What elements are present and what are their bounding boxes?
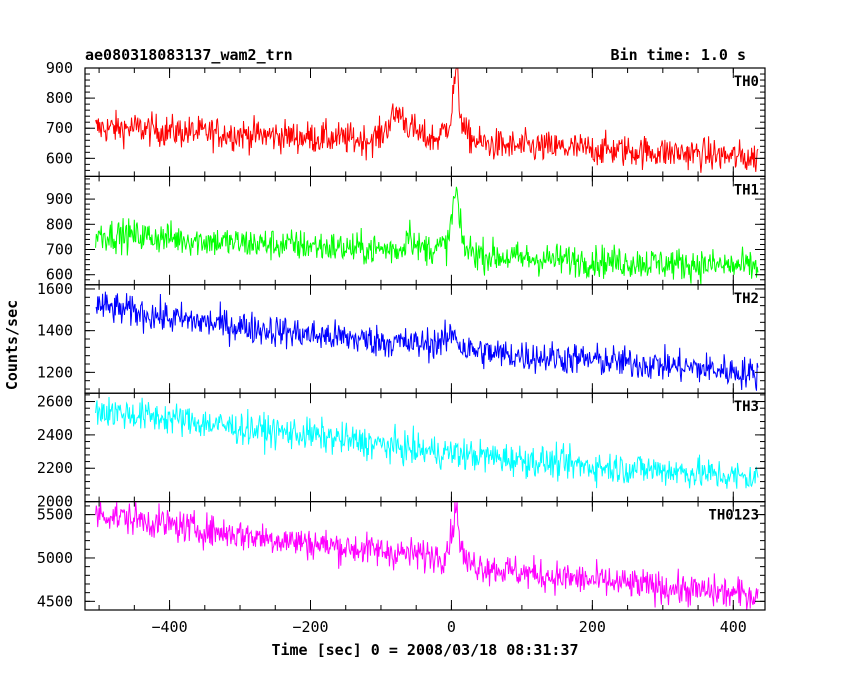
y-tick-label: 1400 <box>37 322 73 340</box>
series-line-th0 <box>95 68 759 173</box>
y-tick-label: 1200 <box>37 363 73 381</box>
series-line-th0123 <box>95 501 759 611</box>
x-tick-label: −200 <box>292 618 328 636</box>
y-tick-label: 1600 <box>37 280 73 298</box>
series-label-th0: TH0 <box>734 74 759 90</box>
x-tick-label: 0 <box>447 618 456 636</box>
x-tick-label: 200 <box>579 618 606 636</box>
y-tick-label: 700 <box>46 241 73 259</box>
chart-title: ae080318083137_wam2_trn <box>85 46 293 64</box>
x-tick-label: −400 <box>151 618 187 636</box>
y-tick-label: 900 <box>46 59 73 77</box>
series-label-th2: TH2 <box>734 291 759 307</box>
panel-th0: 600 700 800 900 TH0 <box>46 59 766 178</box>
y-tick-label: 700 <box>46 119 73 137</box>
panel-th0123: 4500 5000 5500 TH0123 <box>37 501 766 611</box>
y-tick-label: 5500 <box>37 506 73 524</box>
panel-frame <box>84 392 766 503</box>
y-tick-label: 2200 <box>37 459 73 477</box>
panel-th3: 2000 2200 2400 2600 TH3 <box>37 392 766 511</box>
y-tick-label: 600 <box>46 266 73 284</box>
series-line-th2 <box>95 291 759 391</box>
x-axis: −400 −200 0 200 400 <box>151 618 746 636</box>
series-label-th3: TH3 <box>734 399 759 415</box>
x-tick-label: 400 <box>720 618 747 636</box>
y-tick-label: 900 <box>46 190 73 208</box>
y-tick-label: 4500 <box>37 592 73 610</box>
panel-frame <box>84 501 766 611</box>
y-tick-label: 2600 <box>37 393 73 411</box>
y-tick-label: 800 <box>46 215 73 233</box>
series-label-th0123: TH0123 <box>708 508 759 524</box>
y-tick-label: 2400 <box>37 426 73 444</box>
y-tick-label: 600 <box>46 149 73 167</box>
y-tick-label: 800 <box>46 89 73 107</box>
bin-time-label: Bin time: 1.0 s <box>611 46 746 64</box>
y-tick-label: 2000 <box>37 493 73 511</box>
x-axis-label: Time [sec] 0 = 2008/03/18 08:31:37 <box>271 641 578 659</box>
panel-th1: 600 700 800 900 TH1 <box>46 175 766 286</box>
series-line-th3 <box>95 396 759 489</box>
series-label-th1: TH1 <box>734 182 759 198</box>
panels-group: 600 700 800 900 TH0 600 700 800 900 TH1 1200 1400 16… <box>37 59 766 611</box>
series-line-th1 <box>95 186 759 285</box>
y-axis-label: Counts/sec <box>3 300 21 390</box>
y-tick-label: 5000 <box>37 549 73 567</box>
panel-th2: 1200 1400 1600 TH2 <box>37 280 766 394</box>
